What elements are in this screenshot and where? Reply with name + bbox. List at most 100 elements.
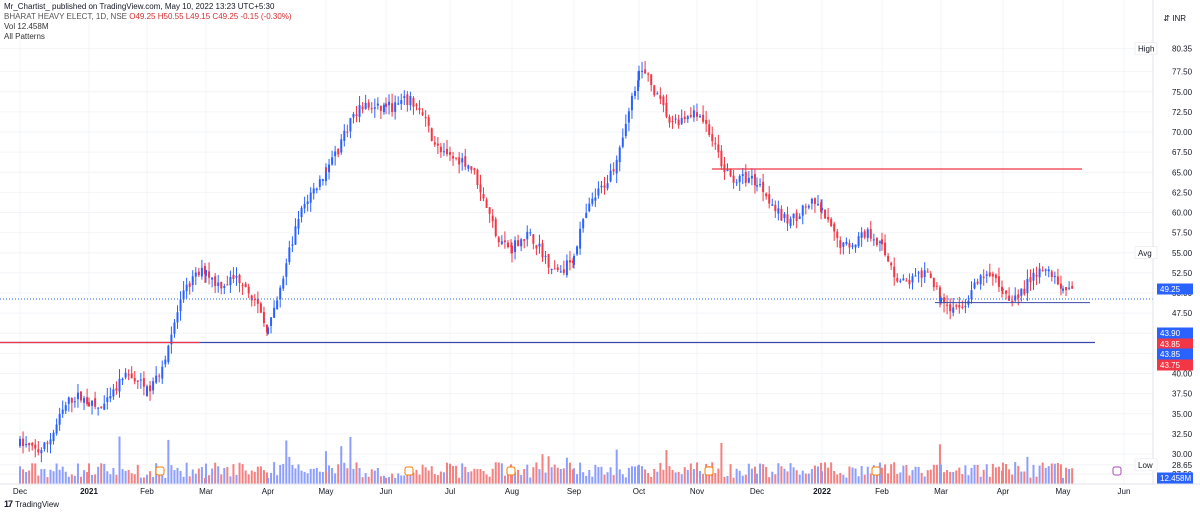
candle[interactable] (415, 103, 418, 111)
candle[interactable] (541, 239, 544, 262)
candle[interactable] (603, 176, 606, 195)
candle[interactable] (349, 117, 352, 139)
candle[interactable] (267, 326, 269, 335)
candle[interactable] (777, 200, 780, 221)
candle[interactable] (152, 377, 155, 395)
candle[interactable] (403, 90, 406, 106)
candle[interactable] (146, 384, 148, 397)
candle[interactable] (747, 171, 750, 184)
candle[interactable] (988, 263, 991, 278)
candle[interactable] (479, 174, 482, 201)
candle[interactable] (473, 167, 476, 175)
candle[interactable] (58, 407, 61, 431)
candle[interactable] (482, 187, 485, 202)
candle[interactable] (830, 217, 833, 228)
candle[interactable] (600, 180, 603, 194)
candle[interactable] (446, 139, 448, 157)
candle[interactable] (67, 396, 70, 412)
candle[interactable] (511, 242, 513, 263)
candle[interactable] (923, 262, 926, 284)
candle[interactable] (738, 174, 741, 191)
candle[interactable] (409, 91, 412, 111)
candle[interactable] (427, 114, 430, 133)
candle[interactable] (391, 93, 394, 117)
event-marker-icon[interactable] (155, 466, 165, 476)
candle[interactable] (388, 94, 391, 115)
candle[interactable] (31, 441, 34, 451)
candle[interactable] (863, 229, 866, 240)
candle[interactable] (167, 344, 170, 365)
candle[interactable] (259, 301, 262, 314)
candle[interactable] (250, 294, 253, 307)
candle[interactable] (881, 232, 883, 251)
candle[interactable] (520, 237, 523, 252)
candle[interactable] (833, 221, 836, 241)
candle[interactable] (967, 295, 970, 308)
candle[interactable] (334, 145, 337, 166)
candle[interactable] (753, 169, 756, 194)
candle[interactable] (1056, 268, 1059, 286)
candle[interactable] (276, 296, 279, 310)
candle[interactable] (985, 270, 988, 284)
candle[interactable] (285, 258, 288, 286)
candle[interactable] (86, 388, 89, 407)
candle[interactable] (370, 102, 373, 114)
candle[interactable] (458, 151, 461, 174)
candle[interactable] (848, 239, 851, 254)
candle[interactable] (641, 61, 644, 79)
candle[interactable] (771, 198, 774, 206)
candle[interactable] (436, 136, 439, 155)
candle[interactable] (786, 206, 789, 231)
candle[interactable] (343, 124, 346, 147)
candle[interactable] (795, 209, 798, 229)
candle[interactable] (229, 270, 232, 293)
candle[interactable] (638, 65, 640, 88)
candle[interactable] (929, 270, 932, 279)
candle[interactable] (352, 111, 355, 124)
candle[interactable] (624, 114, 627, 139)
candle[interactable] (1032, 268, 1035, 290)
candle[interactable] (22, 431, 25, 454)
candle[interactable] (455, 157, 458, 161)
candle[interactable] (346, 124, 349, 138)
candle[interactable] (908, 273, 911, 289)
event-marker-icon[interactable] (704, 466, 714, 476)
candle[interactable] (729, 169, 732, 178)
candle[interactable] (824, 209, 827, 219)
candle[interactable] (1062, 285, 1064, 294)
candle[interactable] (970, 281, 973, 304)
candle[interactable] (902, 274, 905, 281)
candle[interactable] (860, 227, 863, 247)
candle[interactable] (708, 119, 711, 138)
candle[interactable] (958, 296, 961, 314)
candle[interactable] (674, 114, 677, 124)
candle[interactable] (1002, 288, 1004, 295)
candle[interactable] (161, 360, 164, 384)
candle[interactable] (497, 235, 500, 248)
candle[interactable] (223, 283, 226, 294)
candle[interactable] (1005, 290, 1008, 300)
candle[interactable] (1029, 269, 1032, 291)
candle[interactable] (875, 237, 878, 247)
candle[interactable] (303, 196, 306, 214)
candle[interactable] (361, 102, 364, 114)
candle[interactable] (997, 267, 1000, 293)
candle[interactable] (279, 285, 282, 308)
candle[interactable] (439, 142, 442, 158)
candle[interactable] (565, 254, 568, 278)
candle[interactable] (689, 107, 692, 119)
candle[interactable] (878, 240, 881, 252)
candle[interactable] (866, 227, 869, 242)
candle[interactable] (200, 259, 203, 280)
candle[interactable] (982, 269, 985, 286)
candle[interactable] (241, 282, 244, 296)
candle[interactable] (124, 368, 127, 380)
candle[interactable] (325, 167, 327, 173)
candle[interactable] (61, 400, 64, 418)
candle[interactable] (406, 90, 409, 112)
candle[interactable] (765, 192, 768, 200)
candle[interactable] (382, 102, 385, 115)
candle[interactable] (538, 234, 541, 254)
candle[interactable] (789, 216, 792, 229)
candle[interactable] (720, 145, 723, 170)
